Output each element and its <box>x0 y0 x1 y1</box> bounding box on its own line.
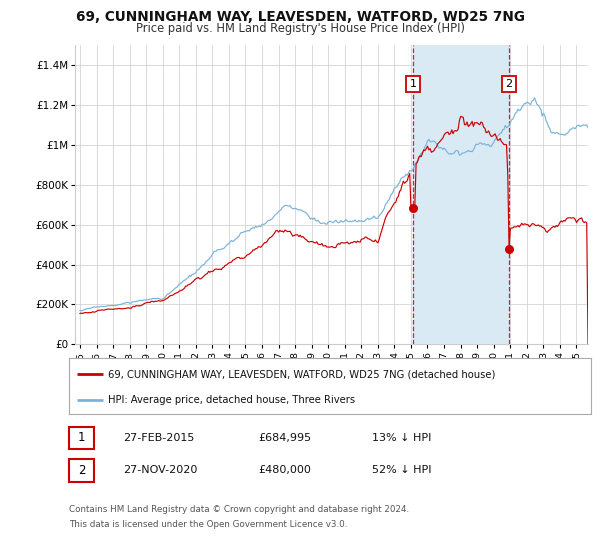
Text: 27-NOV-2020: 27-NOV-2020 <box>123 465 197 475</box>
Text: HPI: Average price, detached house, Three Rivers: HPI: Average price, detached house, Thre… <box>108 395 355 405</box>
Text: 52% ↓ HPI: 52% ↓ HPI <box>372 465 431 475</box>
Text: Contains HM Land Registry data © Crown copyright and database right 2024.: Contains HM Land Registry data © Crown c… <box>69 505 409 514</box>
Text: 13% ↓ HPI: 13% ↓ HPI <box>372 433 431 443</box>
Text: 27-FEB-2015: 27-FEB-2015 <box>123 433 194 443</box>
Text: 1: 1 <box>78 431 85 445</box>
Text: £480,000: £480,000 <box>258 465 311 475</box>
Bar <box>413 45 509 344</box>
Text: 69, CUNNINGHAM WAY, LEAVESDEN, WATFORD, WD25 7NG (detached house): 69, CUNNINGHAM WAY, LEAVESDEN, WATFORD, … <box>108 369 496 379</box>
Text: This data is licensed under the Open Government Licence v3.0.: This data is licensed under the Open Gov… <box>69 520 347 529</box>
Text: £684,995: £684,995 <box>258 433 311 443</box>
Text: Price paid vs. HM Land Registry's House Price Index (HPI): Price paid vs. HM Land Registry's House … <box>136 22 464 35</box>
Text: 2: 2 <box>78 464 85 477</box>
Text: 2: 2 <box>505 79 512 88</box>
Text: 1: 1 <box>410 79 416 88</box>
Text: 69, CUNNINGHAM WAY, LEAVESDEN, WATFORD, WD25 7NG: 69, CUNNINGHAM WAY, LEAVESDEN, WATFORD, … <box>76 10 524 24</box>
